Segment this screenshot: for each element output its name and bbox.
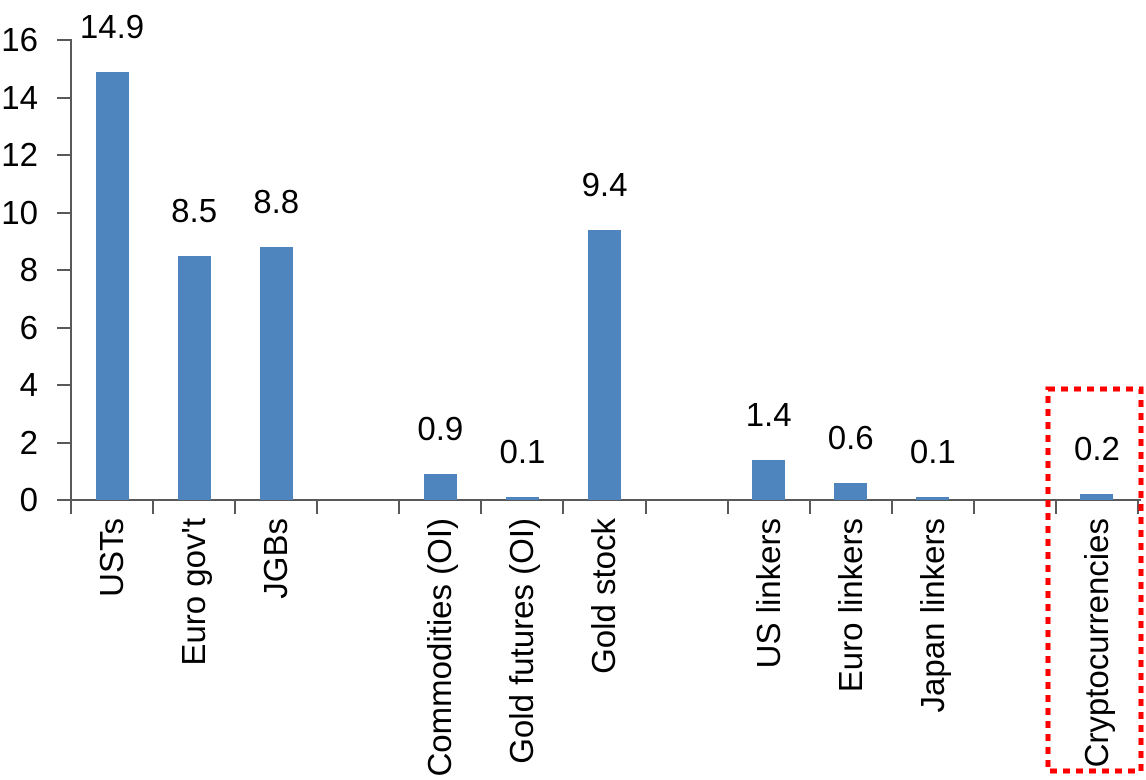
bar-value-label: 0.1 (909, 433, 956, 471)
bar (588, 229, 621, 500)
category-label: Commodities (OI) (421, 518, 459, 777)
highlight-box-rect (1045, 386, 1144, 774)
x-axis-tick (398, 500, 401, 514)
bar-value-label: 0.9 (417, 410, 464, 448)
y-axis-tick-label: 12 (1, 136, 38, 173)
category-label-wrap: Gold futures (OI) (481, 518, 563, 768)
bar (259, 247, 293, 500)
category-label: Euro linkers (831, 518, 869, 693)
bar-value-label: 0.1 (499, 433, 546, 471)
category-label-wrap: JGBs (235, 518, 317, 768)
category-label-wrap: US linkers (728, 518, 810, 768)
y-axis-tick-label: 14 (1, 78, 38, 116)
bar (505, 497, 539, 500)
bar (95, 71, 129, 500)
category-label: Japan linkers (913, 518, 951, 713)
bar (752, 459, 786, 500)
category-label: USTs (93, 518, 131, 597)
bar-value-label: 14.9 (79, 7, 145, 45)
y-axis-tick (57, 39, 71, 41)
y-axis-tick (57, 384, 71, 386)
x-axis-tick (644, 500, 647, 514)
y-axis-line (70, 39, 72, 514)
category-label: US linkers (749, 518, 787, 669)
y-axis-tick-label: 10 (1, 193, 38, 231)
y-axis-tick (57, 154, 71, 156)
bar-value-label: 9.4 (581, 165, 628, 203)
y-axis-tick (57, 499, 71, 501)
category-label: Gold stock (585, 518, 623, 674)
x-axis-tick (726, 500, 729, 514)
y-axis-tick (57, 441, 71, 444)
category-label: JGBs (257, 518, 295, 599)
y-axis-tick (57, 269, 71, 271)
category-label-wrap: Euro linkers (810, 518, 892, 768)
category-label: Gold futures (OI) (503, 518, 541, 764)
category-label-wrap: USTs (71, 518, 153, 768)
category-label-wrap: Euro gov't (153, 518, 235, 768)
x-axis-tick (890, 500, 893, 514)
x-axis-tick (234, 500, 237, 514)
y-axis-tick-label: 8 (19, 251, 38, 288)
x-axis-tick (1054, 500, 1057, 514)
y-axis-tick (57, 96, 71, 99)
y-axis-tick-label: 6 (19, 308, 38, 346)
category-label-wrap: Japan linkers (892, 518, 974, 768)
highlight-box (1045, 386, 1145, 776)
y-axis-tick-label: 16 (1, 21, 38, 58)
x-axis-tick (562, 500, 565, 514)
bar (916, 497, 950, 500)
y-axis-tick-label: 2 (19, 423, 38, 461)
bar (423, 474, 457, 500)
bar-value-label: 0.6 (827, 418, 874, 456)
x-axis-tick (808, 500, 811, 514)
bar (177, 255, 211, 500)
x-axis-line (70, 499, 1141, 501)
y-axis-tick-label: 0 (19, 481, 38, 518)
x-axis-tick (152, 500, 155, 514)
category-label: Euro gov't (175, 518, 213, 666)
bar (1080, 494, 1114, 500)
y-axis-tick (57, 326, 71, 329)
bar-value-label: 1.4 (745, 395, 792, 433)
bar-value-label: 0.2 (1074, 430, 1120, 468)
y-axis-tick (57, 211, 71, 214)
highlight-box-svg (1045, 386, 1144, 774)
x-axis-tick (316, 500, 319, 514)
x-axis-tick (972, 500, 975, 514)
category-label-wrap: Commodities (OI) (399, 518, 481, 777)
category-label-wrap: Gold stock (563, 518, 645, 768)
bar-value-label: 8.8 (253, 183, 300, 220)
bar-value-label: 8.5 (171, 191, 218, 229)
x-axis-tick (480, 500, 483, 514)
x-axis-tick (1137, 500, 1139, 514)
bar (834, 482, 868, 500)
y-axis-tick-label: 4 (19, 366, 38, 403)
